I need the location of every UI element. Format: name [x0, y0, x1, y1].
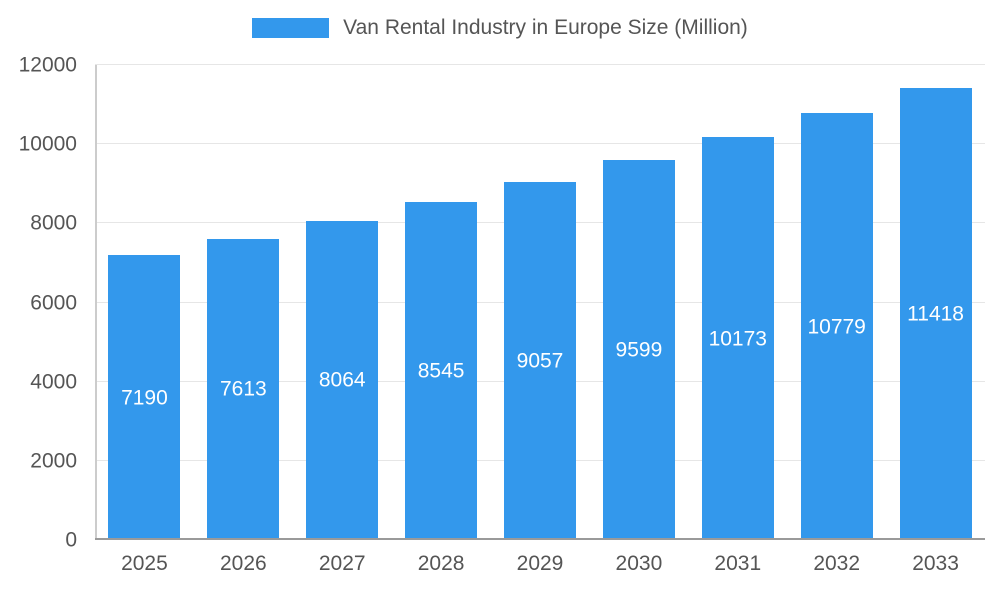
- x-tick-label: 2025: [121, 552, 168, 575]
- bar-slot: 9057: [491, 65, 590, 540]
- legend-swatch: [252, 18, 330, 38]
- x-axis-baseline: [95, 538, 985, 540]
- x-tick-label: 2027: [318, 552, 366, 575]
- y-tick-label: 10000: [18, 132, 77, 156]
- bar-slot: 9599: [589, 65, 688, 540]
- bar-slot: 10173: [688, 65, 787, 540]
- bar-2026[interactable]: 7613: [207, 238, 280, 540]
- bar-value-label: 7190: [121, 386, 168, 410]
- bar-value-label: 7613: [219, 377, 267, 401]
- x-tick-label: 2032: [813, 552, 861, 575]
- bar-slot: 7190: [95, 65, 194, 540]
- bar-value-label: 8545: [417, 359, 465, 383]
- y-tick-label: 0: [65, 528, 77, 552]
- bar-2032[interactable]: 10779: [800, 113, 873, 540]
- bar-2025[interactable]: 7190: [108, 255, 181, 540]
- x-tick-label: 2033: [912, 552, 959, 575]
- plot-area: 7190 7613 8064 8545 9057 9599 10173 10779 11418: [95, 64, 985, 540]
- bar-value-label: 8064: [318, 368, 366, 392]
- x-tick-label: 2030: [615, 552, 663, 575]
- y-tick-label: 2000: [30, 449, 77, 473]
- bars-container: 7190 7613 8064 8545 9057 9599 10173 10779 11418: [95, 65, 985, 540]
- bar-value-label: 10779: [807, 315, 866, 339]
- bar-slot: 11418: [886, 65, 985, 540]
- bar-value-label: 9057: [516, 349, 564, 373]
- bar-slot: 8064: [293, 65, 392, 540]
- x-axis: 2025 2026 2027 2028 2029 2030 2031 2032 2033: [95, 552, 985, 576]
- chart-title: Van Rental Industry in Europe Size (Mill…: [343, 16, 748, 39]
- bar-slot: 8545: [392, 65, 491, 540]
- y-tick-label: 12000: [18, 53, 77, 77]
- x-tick-label: 2026: [219, 552, 267, 575]
- bar-2029[interactable]: 9057: [504, 181, 576, 540]
- x-tick-label: 2029: [516, 552, 564, 575]
- bar-2031[interactable]: 10173: [701, 137, 774, 540]
- bar-value-label: 10173: [708, 327, 767, 351]
- bar-2028[interactable]: 8545: [405, 201, 478, 540]
- bar-slot: 7613: [194, 65, 293, 540]
- chart-legend: Van Rental Industry in Europe Size (Mill…: [0, 16, 1000, 40]
- x-tick-label: 2028: [417, 552, 465, 575]
- bar-2033[interactable]: 11418: [899, 88, 972, 540]
- y-axis-line: [95, 65, 97, 540]
- bar-value-label: 11418: [907, 302, 964, 326]
- gridline: [95, 64, 985, 65]
- gridline: [95, 143, 985, 145]
- y-tick-label: 6000: [30, 291, 77, 314]
- x-tick-label: 2031: [714, 552, 762, 575]
- y-axis: 0 2000 4000 6000 8000 10000 12000: [0, 55, 85, 551]
- bar-2030[interactable]: 9599: [602, 160, 675, 540]
- y-tick-label: 8000: [30, 211, 77, 235]
- bar-slot: 10779: [787, 65, 886, 540]
- bar-value-label: 9599: [615, 338, 663, 362]
- bar-2027[interactable]: 8064: [306, 220, 379, 540]
- y-tick-label: 4000: [30, 370, 77, 394]
